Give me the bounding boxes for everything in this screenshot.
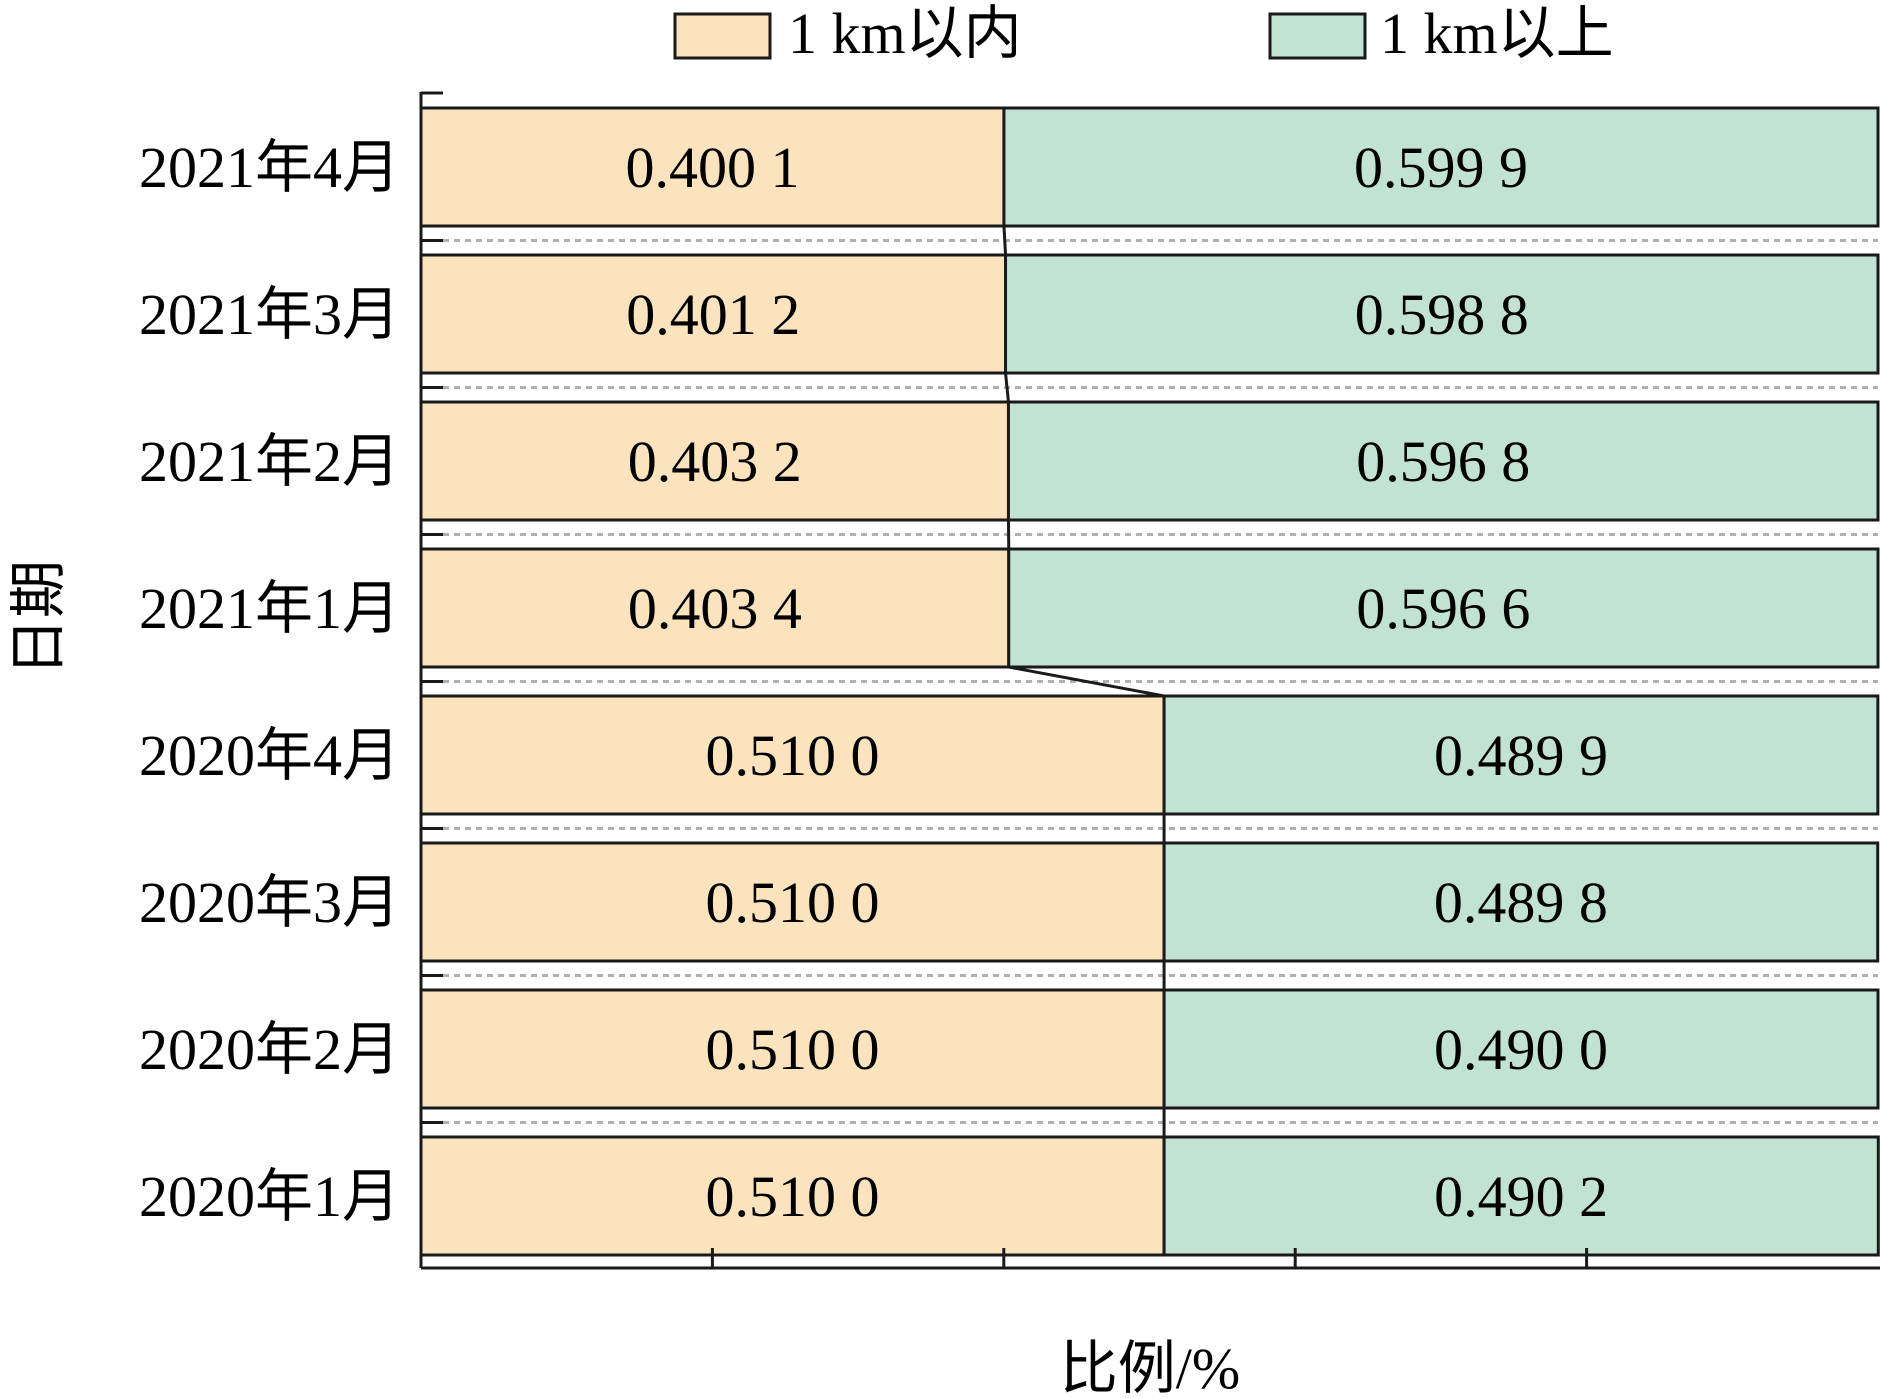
bar-segment-s1-r2 (1006, 400, 1880, 522)
category-label-5: 2020年3月 (139, 870, 400, 935)
bar-segments (419, 106, 1880, 1257)
x-axis-title: 比例/% (1060, 1336, 1240, 1399)
bar-segment-s1-r5 (1162, 841, 1880, 963)
y-axis-title: 日期 (6, 560, 71, 676)
connector-lines (1002, 225, 1166, 1137)
category-label-1: 2021年3月 (139, 282, 400, 347)
value-label-s0-r7: 0.510 0 (706, 1164, 880, 1229)
category-labels: 2021年4月 2021年3月 2021年2月 2021年1月 2020年4月 2020年… (139, 135, 400, 1229)
connector-line-3 (1008, 665, 1165, 698)
legend: 1 km以内 1 km以上 (673, 1, 1614, 66)
value-label-s1-r1: 0.598 8 (1355, 282, 1529, 347)
row-separators (421, 239, 1878, 1124)
bar-segment-s1-r1 (1004, 253, 1880, 375)
category-label-3: 2021年1月 (139, 576, 400, 641)
value-label-s0-r0: 0.400 1 (625, 135, 799, 200)
category-label-0: 2021年4月 (139, 135, 400, 200)
value-label-s0-r1: 0.401 2 (626, 282, 800, 347)
category-label-4: 2020年4月 (139, 723, 400, 788)
value-label-s0-r4: 0.510 0 (706, 723, 880, 788)
value-label-s1-r5: 0.489 8 (1434, 870, 1608, 935)
legend-label-over-1km: 1 km以上 (1380, 1, 1614, 66)
value-labels: 0.400 1 0.599 9 0.401 2 0.598 8 0.403 2 0.596… (625, 135, 1608, 1229)
bar-segment-s1-r4 (1162, 694, 1880, 816)
bar-segment-s0-r7 (419, 1135, 1166, 1257)
bar-segment-s0-r1 (419, 253, 1008, 375)
category-label-2: 2021年2月 (139, 429, 400, 494)
value-label-s0-r6: 0.510 0 (706, 1017, 880, 1082)
value-label-s0-r5: 0.510 0 (706, 870, 880, 935)
bar-segment-s1-r3 (1007, 547, 1880, 669)
x-axis-ticks (710, 1248, 1589, 1268)
bar-segment-s1-r7 (1162, 1135, 1880, 1257)
bar-segment-s0-r4 (419, 694, 1166, 816)
value-label-s1-r7: 0.490 2 (1434, 1164, 1608, 1229)
value-label-s1-r6: 0.490 0 (1434, 1017, 1608, 1082)
category-label-6: 2020年2月 (139, 1017, 400, 1082)
bar-segment-s0-r5 (419, 841, 1166, 963)
connector-line-1 (1004, 372, 1010, 403)
bar-segment-s1-r6 (1162, 988, 1880, 1110)
legend-swatch-within-1km (673, 12, 772, 60)
value-label-s1-r3: 0.596 6 (1356, 576, 1530, 641)
bar-segment-s0-r3 (419, 547, 1011, 669)
legend-swatch-over-1km (1268, 12, 1367, 60)
value-label-s1-r4: 0.489 9 (1434, 723, 1608, 788)
value-label-s0-r2: 0.403 2 (628, 429, 802, 494)
value-label-s0-r3: 0.403 4 (628, 576, 802, 641)
bar-segment-s1-r0 (1002, 106, 1880, 228)
value-label-s1-r0: 0.599 9 (1354, 135, 1528, 200)
axes (419, 91, 1880, 1270)
legend-label-within-1km: 1 km以内 (788, 1, 1022, 66)
value-label-s1-r2: 0.596 8 (1356, 429, 1530, 494)
bar-segment-s0-r6 (419, 988, 1166, 1110)
category-label-7: 2020年1月 (139, 1164, 400, 1229)
connector-line-0 (1002, 225, 1008, 256)
